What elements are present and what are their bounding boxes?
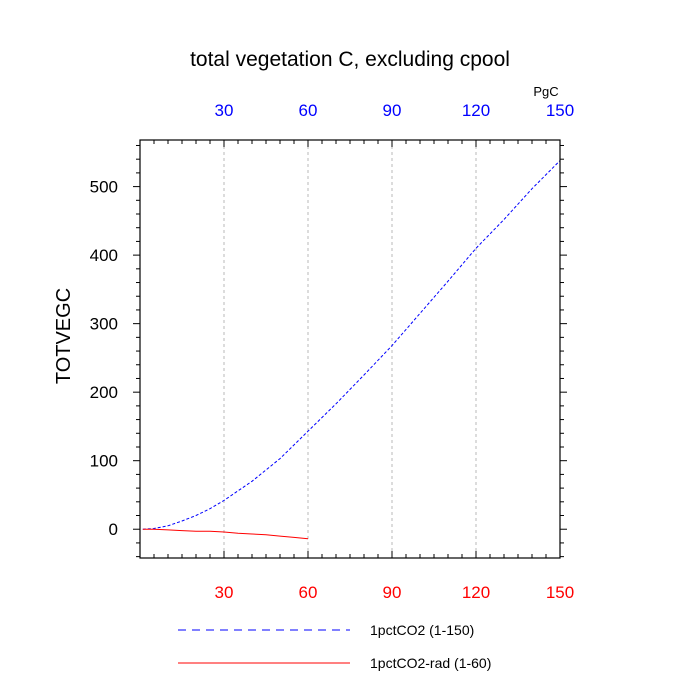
y-tick-label: 200 [90, 383, 118, 402]
x-tick-label-top: 60 [299, 101, 318, 120]
chart-title: total vegetation C, excluding cpool [190, 48, 510, 71]
grid-lines [223, 140, 477, 558]
x-tick-label-top: 90 [383, 101, 402, 120]
y-tick-label: 300 [90, 315, 118, 334]
x-tick-label-bottom: 150 [546, 583, 574, 602]
x-tick-label-top: 30 [215, 101, 234, 120]
y-tick-label: 0 [109, 520, 118, 539]
y-tick-label: 500 [90, 178, 118, 197]
series-group [142, 160, 561, 540]
x-tick-label-bottom: 90 [383, 583, 402, 602]
x-tick-label-top: 150 [546, 101, 574, 120]
plot-frame [139, 139, 561, 559]
top-axis-unit-label: PgC [533, 84, 558, 99]
series-line-1 [142, 160, 561, 530]
legend-label-2: 1pctCO2-rad (1-60) [370, 655, 491, 671]
x-tick-label-top: 120 [462, 101, 490, 120]
y-axis-label: TOTVEGC [53, 288, 75, 384]
y-tick-label: 400 [90, 246, 118, 265]
legend: 1pctCO2 (1-150) 1pctCO2-rad (1-60) [178, 622, 491, 671]
series-line-2 [142, 528, 309, 540]
y-tick-label: 100 [90, 452, 118, 471]
x-tick-label-bottom: 30 [215, 583, 234, 602]
x-tick-label-bottom: 60 [299, 583, 318, 602]
legend-label-1: 1pctCO2 (1-150) [370, 622, 474, 638]
axis-ticks: 30 30 60 60 90 90 120 120 150 150 0 100 200 300 400 500 [90, 101, 575, 602]
x-tick-label-bottom: 120 [462, 583, 490, 602]
